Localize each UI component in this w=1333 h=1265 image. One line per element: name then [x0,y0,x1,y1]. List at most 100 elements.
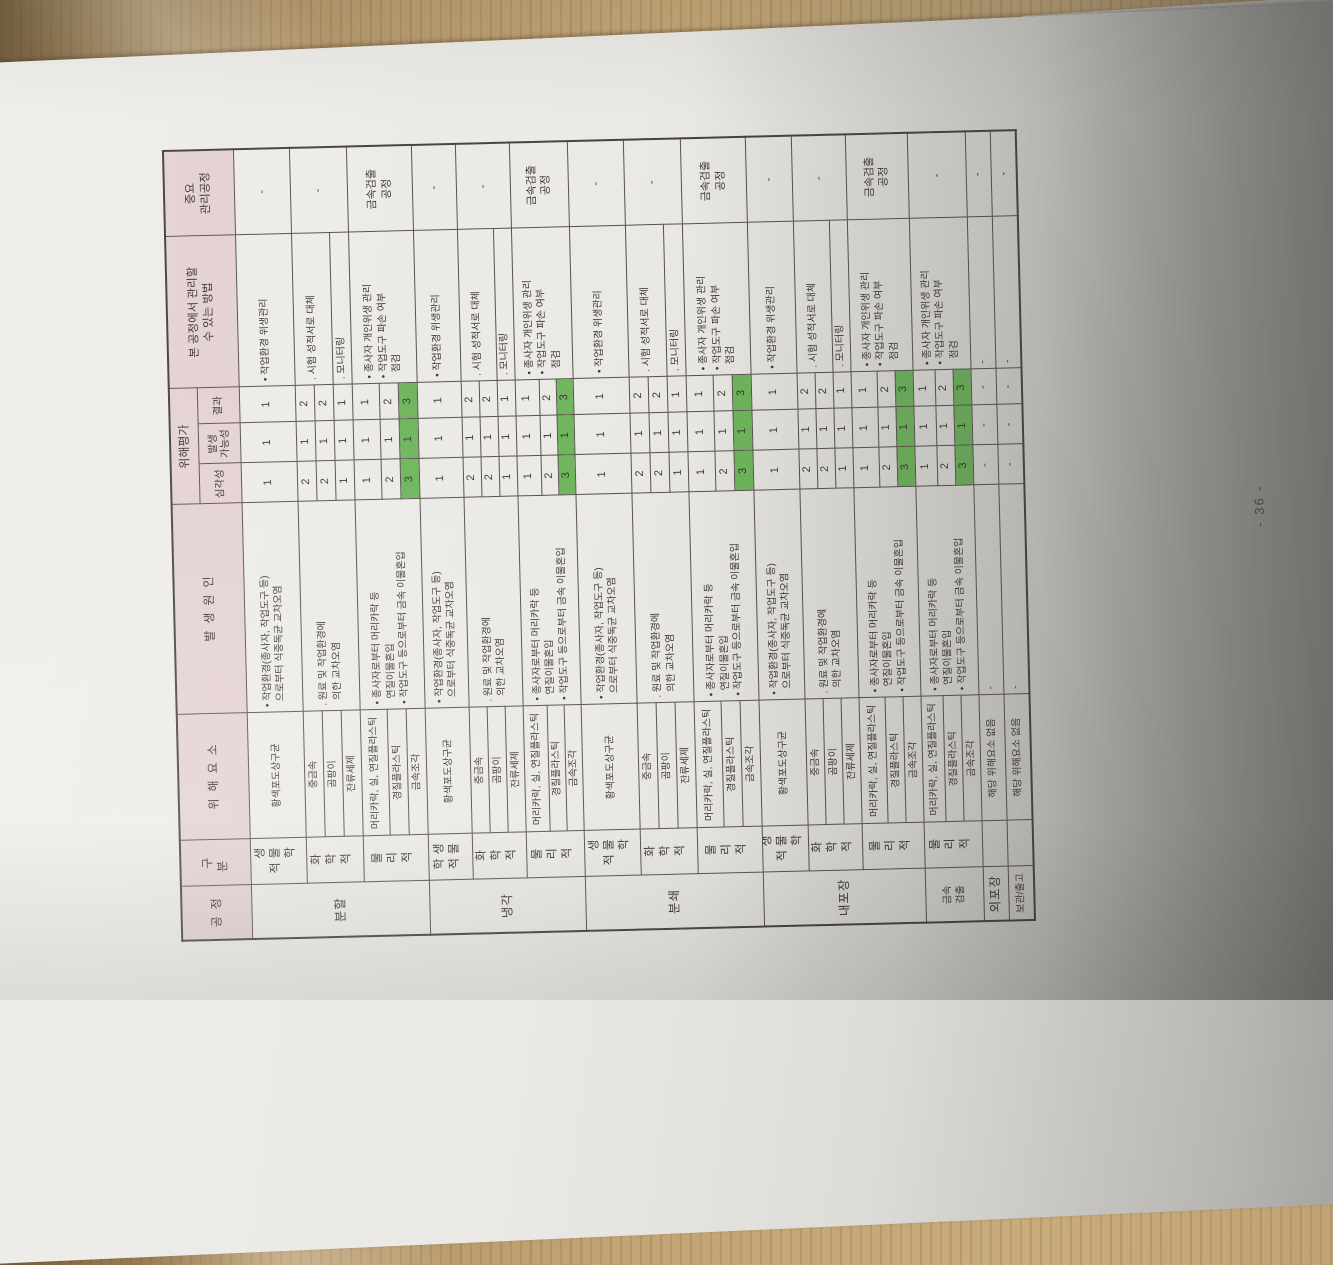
cell-likelihood: 1 [379,419,400,460]
cell-severity: 1 [668,452,689,493]
cell-category: 물리적 [525,830,585,879]
cell-severity: 1 [240,461,298,504]
cell-severity: 2 [936,445,956,487]
cell-hazard: 황색포도상구균 [580,703,640,831]
cell-severity: - [972,444,999,486]
cell-hazard: 황색포도상구균 [424,707,472,835]
cell-result: 2 [294,385,315,422]
cell-cause: • 종사자로부터 머리카락 등 연질이물혼입 • 작업도구 등으로부터 금속 이… [853,486,921,699]
cell-control: . 시험 성적서로 대체 [624,224,667,378]
header-ccp: 중요 관리공정 [162,149,236,237]
cell-result: 1 [685,375,714,413]
cell-cause: • 종사자로부터 머리카락 등 연질이물혼입 • 작업도구 등으로부터 금속 이… [354,498,425,711]
cell-severity: 2 [714,451,735,492]
cell-severity: 1 [752,449,800,491]
cell-severity: 1 [498,456,518,497]
page-number: - 36 - [1251,484,1268,527]
cell-result: 1 [238,385,296,424]
cell-process: 금속 검출 [924,867,985,923]
cell-result: 2 [814,372,834,410]
cell-category-label: 화학적 [309,852,355,868]
cell-control: • 종사자 개인위생 관리 • 작업도구 파손 여부 점검 [510,227,573,381]
cell-severity: 1 [914,446,938,487]
cell-process: 냉각 [428,876,587,935]
cell-result: 2 [712,375,733,412]
cell-likelihood: 1 [417,417,463,459]
cell-ccp: - [906,131,967,219]
cell-process: 외포장 [982,866,1010,922]
cell-category: 물리적 [362,834,429,883]
cell-result: 3 [952,369,972,406]
cell-category-label: 물리적 [529,846,575,862]
cell-likelihood: 1 [333,420,354,461]
cell-control: . 시험 성적서로 대체 [291,232,333,386]
cell-severity: 2 [480,456,500,498]
cell-control: • 종사자 개인위생 관리 • 작업도구 파손 여부 점검 [681,222,751,377]
header-result: 결과 [196,387,240,425]
cell-category-label: 물리적 [704,842,750,858]
cell-likelihood: 1 [539,415,558,456]
cell-severity: 1 [516,455,542,497]
cell-severity: 1 [834,448,854,489]
cell-severity: 1 [334,460,355,501]
cell-severity: 2 [816,448,836,490]
cell-likelihood: 1 [953,405,973,446]
cell-hazard: 해당 위해요소 없음 [1003,694,1033,821]
cell-ccp: - [566,139,625,228]
header-control: 본 공정에서 관리할 수 있는 방법 [165,235,239,389]
cell-category: 생물학적 [249,837,307,886]
cell-result: 1 [750,373,798,411]
cell-cause: . 원료 및 작업환경에 의한 교차오염 [297,500,360,712]
cell-severity: 3 [399,458,420,500]
header-process: 공정 [180,885,253,941]
cell-cause: • 작업환경(종사자, 작업도구 등) 으로부터 식중독균 교차오염 [419,497,469,709]
cell-result: 1 [832,372,852,409]
cell-result: 3 [555,379,574,416]
cell-result: 2 [796,373,816,410]
cell-category-label: 생물학적 [431,841,463,872]
cell-cause: • 작업환경(종사자, 작업도구 등) 으로부터 식중독균 교차오염 [575,493,637,705]
cell-cause: . 원료 및 작업환경에 의한 교차오염 [799,488,859,700]
cell-result: 2 [313,384,334,422]
cell-hazard: 황색포도상구균 [758,699,808,827]
cell-likelihood: 1 [877,407,897,448]
cell-result: 1 [351,383,380,421]
cell-likelihood: 1 [239,421,297,464]
cell-ccp: 금속검출 공정 [844,132,909,221]
cell-category: 물리적 [923,821,983,869]
cell-control: . 시험 성적서로 대체 [792,220,833,374]
cell-likelihood: 1 [515,415,541,457]
cell-result: 2 [876,371,896,408]
cell-process: 분할 [250,880,431,940]
cell-control: • 작업환경 위생관리 [746,221,797,375]
cell-ccp: - [288,146,348,234]
cell-likelihood: 1 [398,418,419,460]
cell-category: 생물학적 [583,829,641,877]
cell-severity: 2 [630,453,651,494]
cell-process: 내포장 [762,868,927,927]
cell-severity: 2 [540,455,559,496]
cell-result: 3 [397,382,418,420]
cell-hazard: 머리카락, 실, 연질플라스틱 [693,701,724,829]
cell-severity: 3 [557,455,576,496]
cell-result: 1 [496,380,516,417]
cell-cause: • 작업환경(종사자, 작업도구 등) 으로부터 식중독균 교차오염 [241,501,303,714]
cell-hazard: 황색포도상구균 [246,711,306,840]
cell-severity: 2 [380,459,401,500]
cell-severity: 1 [418,457,464,499]
cell-severity: 1 [852,447,880,489]
cell-likelihood: 1 [935,405,955,447]
cell-result: - [995,368,1023,405]
header-category: 구분 [179,839,251,887]
cell-likelihood: 1 [913,406,937,447]
cell-control: • 작업환경 위생관리 [235,233,295,388]
cell-category: 물리적 [696,826,763,875]
cell-process: 분쇄 [584,872,765,931]
cell-result: 2 [628,377,649,414]
cell-control: • 종사자 개인위생 관리 • 작업도구 파손 여부 점검 [908,217,971,371]
cell-ccp: - [232,147,292,236]
cell-category-label: 물리적 [927,836,973,853]
cell-ccp: - [790,134,847,222]
header-assessment: 위해평가 [168,388,200,505]
